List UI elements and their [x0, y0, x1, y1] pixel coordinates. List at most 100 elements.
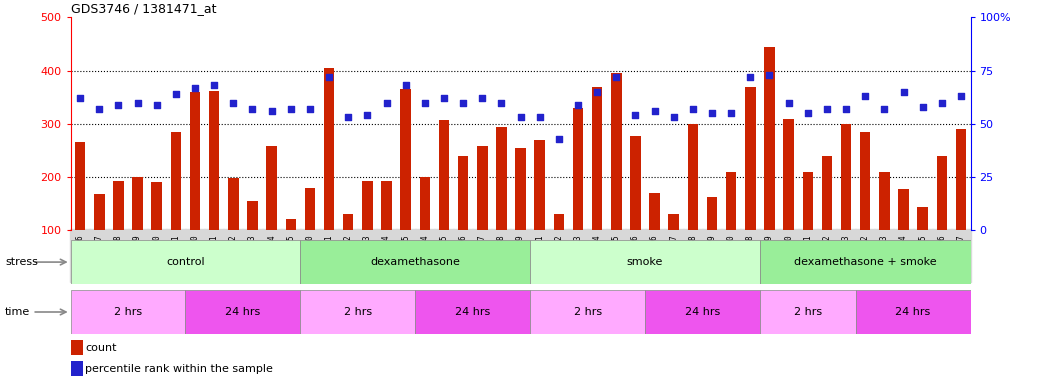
Point	[953, 93, 969, 99]
Bar	[300, 240, 530, 284]
Bar	[401, 89, 411, 230]
Bar	[343, 214, 354, 230]
Point	[665, 114, 682, 121]
Point	[91, 106, 108, 112]
Bar	[745, 86, 756, 230]
Bar	[415, 290, 530, 334]
Bar	[515, 148, 526, 230]
Bar	[879, 172, 890, 230]
Text: control: control	[166, 257, 204, 267]
Point	[264, 108, 280, 114]
Bar	[530, 290, 645, 334]
Point	[436, 95, 453, 101]
Bar	[285, 218, 296, 230]
Point	[302, 106, 319, 112]
Point	[416, 99, 433, 106]
Bar	[898, 189, 909, 230]
Point	[339, 114, 356, 121]
Bar	[764, 46, 774, 230]
Point	[722, 110, 739, 116]
Bar	[458, 156, 468, 230]
Point	[167, 91, 184, 97]
Bar	[936, 156, 947, 230]
Bar	[209, 91, 219, 230]
Point	[647, 108, 663, 114]
Bar	[75, 142, 85, 230]
Bar	[841, 124, 851, 230]
Bar	[630, 136, 640, 230]
Text: 2 hrs: 2 hrs	[574, 307, 602, 317]
Point	[130, 99, 146, 106]
Bar	[300, 290, 415, 334]
Text: 24 hrs: 24 hrs	[225, 307, 261, 317]
Text: 2 hrs: 2 hrs	[344, 307, 372, 317]
Bar	[726, 172, 736, 230]
Bar	[592, 86, 602, 230]
Bar	[859, 132, 871, 230]
Point	[72, 95, 88, 101]
Text: dexamethasone: dexamethasone	[371, 257, 460, 267]
Point	[225, 99, 242, 106]
Point	[589, 89, 605, 95]
Bar	[186, 290, 300, 334]
Text: GDS3746 / 1381471_at: GDS3746 / 1381471_at	[71, 2, 216, 15]
Bar	[956, 129, 966, 230]
Bar	[668, 214, 679, 230]
Text: percentile rank within the sample: percentile rank within the sample	[85, 364, 273, 374]
Bar	[190, 92, 200, 230]
Point	[398, 83, 414, 89]
Point	[244, 106, 261, 112]
Bar	[802, 172, 813, 230]
Bar	[496, 126, 507, 230]
Point	[895, 89, 911, 95]
Bar	[573, 108, 583, 230]
Point	[685, 106, 702, 112]
Point	[781, 99, 797, 106]
Point	[799, 110, 816, 116]
Point	[187, 84, 203, 91]
Bar	[645, 290, 760, 334]
Text: 24 hrs: 24 hrs	[896, 307, 931, 317]
Bar	[439, 119, 449, 230]
Bar	[152, 182, 162, 230]
Point	[455, 99, 471, 106]
Point	[513, 114, 529, 121]
Text: count: count	[85, 343, 116, 353]
Text: smoke: smoke	[627, 257, 663, 267]
Point	[148, 102, 165, 108]
Text: 2 hrs: 2 hrs	[114, 307, 142, 317]
Bar	[477, 146, 488, 230]
Bar	[784, 119, 794, 230]
Bar	[170, 132, 182, 230]
Text: stress: stress	[5, 257, 38, 267]
Point	[876, 106, 893, 112]
Bar	[530, 240, 760, 284]
Bar	[855, 290, 971, 334]
Bar	[707, 197, 717, 230]
Bar	[381, 181, 391, 230]
Point	[608, 74, 625, 80]
Bar	[611, 73, 622, 230]
Point	[474, 95, 491, 101]
Bar	[687, 124, 699, 230]
Point	[627, 112, 644, 118]
Bar	[553, 214, 564, 230]
Point	[321, 74, 337, 80]
Bar	[94, 194, 105, 230]
Bar	[535, 140, 545, 230]
Point	[378, 99, 394, 106]
Point	[914, 104, 931, 110]
Bar	[760, 290, 855, 334]
Point	[857, 93, 874, 99]
Bar	[267, 146, 277, 230]
Bar	[132, 177, 143, 230]
Text: 24 hrs: 24 hrs	[455, 307, 490, 317]
Point	[359, 112, 376, 118]
Bar	[71, 240, 300, 284]
Bar	[760, 240, 971, 284]
Bar	[247, 201, 257, 230]
Point	[838, 106, 854, 112]
Point	[570, 102, 586, 108]
Point	[110, 102, 127, 108]
Point	[550, 136, 567, 142]
